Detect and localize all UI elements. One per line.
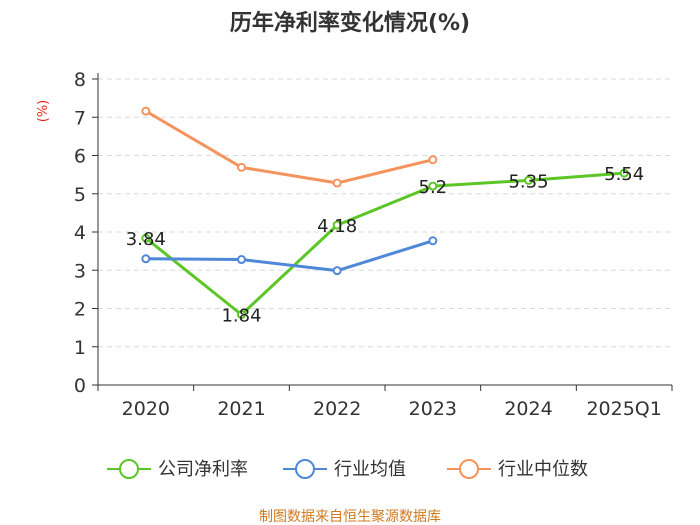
axes: 0 1 2 3 4 5 6 7 8 2020 2021 2022 2023 2024 2025Q1 <box>74 69 673 420</box>
legend: 公司净利率 行业均值 行业中位数 <box>107 459 588 480</box>
point-s2-2023 <box>428 155 438 165</box>
gridlines <box>98 78 672 348</box>
y-tick-label-4: 4 <box>74 222 86 244</box>
series-1 <box>141 236 438 276</box>
series-0 <box>141 168 629 320</box>
y-tick-label-2: 2 <box>74 299 86 321</box>
data-label-s0-2025Q1: 5.54 <box>604 164 644 185</box>
x-tick-label-2025Q1: 2025Q1 <box>586 398 661 420</box>
data-label-s0-2023: 5.2 <box>419 177 448 198</box>
legend-label-0: 公司净利率 <box>158 459 248 480</box>
y-tick-label-1: 1 <box>74 337 86 359</box>
series-lines <box>141 106 629 320</box>
x-tick-label-2023: 2023 <box>409 398 457 420</box>
legend-marker-0 <box>119 459 139 479</box>
point-s2-2020 <box>141 106 151 116</box>
x-tick-label-2024: 2024 <box>504 398 552 420</box>
point-s0-2025Q1 <box>619 168 629 178</box>
legend-label-1: 行业均值 <box>334 459 406 480</box>
series-line-2 <box>145 109 434 185</box>
data-labels: 3.84 1.84 4.18 5.2 5.35 5.54 <box>126 164 644 327</box>
point-s0-2021 <box>237 310 246 320</box>
data-label-s0-2020: 3.84 <box>126 229 166 250</box>
y-tick-label-0: 0 <box>74 375 86 397</box>
x-tick-label-2022: 2022 <box>313 398 361 420</box>
y-axis-unit-label: (%) <box>36 100 51 123</box>
point-s0-2020 <box>141 233 151 243</box>
point-s1-2020 <box>141 254 151 264</box>
data-label-s0-2024: 5.35 <box>508 171 548 192</box>
legend-item-2: 行业中位数 <box>447 459 588 480</box>
y-tick-label-7: 7 <box>74 107 86 129</box>
point-s1-2023 <box>428 236 438 246</box>
legend-marker-2 <box>459 459 479 479</box>
source-footnote: 制图数据来自恒生聚源数据库 <box>259 509 441 525</box>
point-s1-2022 <box>332 266 342 276</box>
point-s1-2021 <box>237 255 246 265</box>
point-s0-2024 <box>524 175 533 185</box>
y-tick-label-8: 8 <box>74 69 86 91</box>
series-2 <box>141 106 438 188</box>
series-line-1 <box>145 239 434 273</box>
point-s2-2022 <box>332 178 342 188</box>
y-tick-label-6: 6 <box>74 146 86 168</box>
point-s2-2021 <box>237 162 246 172</box>
data-label-s0-2022: 4.18 <box>317 216 357 237</box>
data-label-s0-2021: 1.84 <box>221 306 261 327</box>
point-s0-2022 <box>332 220 342 230</box>
x-tick-label-2021: 2021 <box>217 398 265 420</box>
legend-marker-1 <box>295 459 315 479</box>
series-line-0 <box>144 171 625 317</box>
chart-title: 历年净利率变化情况(%) <box>230 10 470 36</box>
legend-item-0: 公司净利率 <box>107 459 248 480</box>
point-s0-2023 <box>428 181 438 191</box>
legend-item-1: 行业均值 <box>283 459 406 480</box>
y-tick-label-3: 3 <box>74 260 86 282</box>
x-tick-label-2020: 2020 <box>122 398 170 420</box>
y-tick-label-5: 5 <box>74 184 86 206</box>
legend-label-2: 行业中位数 <box>498 459 588 480</box>
